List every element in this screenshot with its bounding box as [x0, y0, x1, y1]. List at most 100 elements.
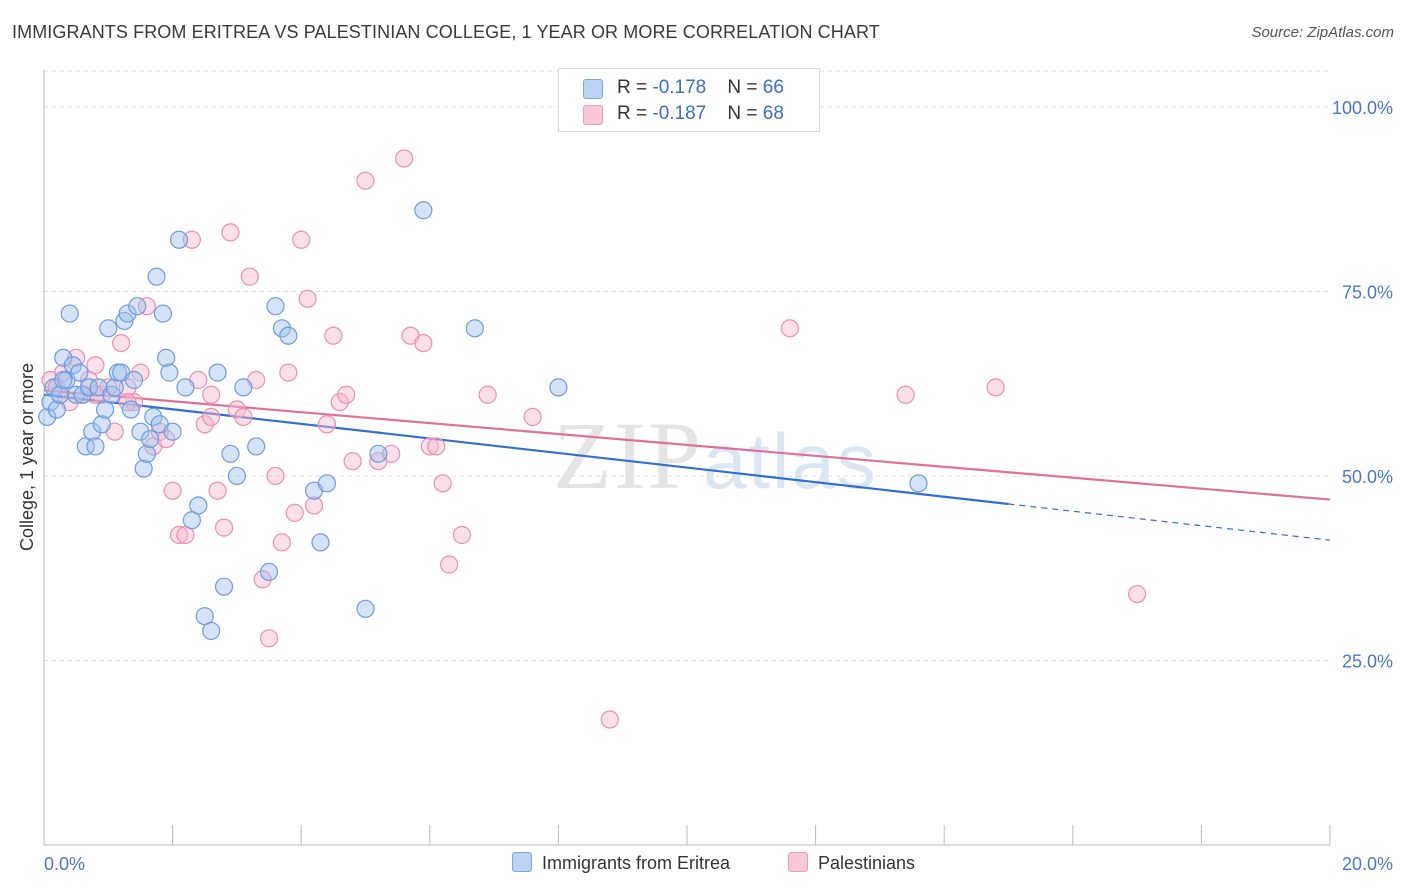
- legend-n-label: N =: [727, 103, 763, 124]
- legend-n-value: 66: [762, 77, 784, 98]
- bottom-legend-swatch-palestinians: [788, 852, 808, 872]
- point-palestinians: [169, 525, 189, 545]
- x-tick-label: 20.0%: [1342, 854, 1393, 874]
- point-eritrea: [41, 393, 60, 412]
- point-eritrea: [118, 304, 137, 323]
- point-eritrea: [176, 378, 195, 397]
- point-palestinians: [433, 474, 452, 493]
- point-palestinians: [304, 496, 324, 515]
- x-tick-label: 0.0%: [44, 854, 85, 874]
- point-eritrea: [147, 267, 166, 286]
- point-palestinians: [298, 289, 317, 308]
- point-palestinians: [382, 444, 401, 463]
- point-palestinians: [452, 525, 472, 545]
- point-eritrea: [140, 429, 160, 449]
- trend-line-eritrea: [43, 393, 1009, 506]
- point-palestinians: [600, 710, 619, 729]
- point-eritrea: [163, 422, 182, 441]
- point-palestinians: [272, 533, 292, 552]
- point-eritrea: [83, 422, 102, 441]
- trend-line-palestinians: [43, 389, 1331, 501]
- axis-labels: 25.0% 50.0% 75.0% 100.0% 0.0% 20.0% College, 1…: [17, 98, 1393, 874]
- y-tick-label: 75.0%: [1342, 282, 1393, 302]
- point-eritrea: [259, 562, 279, 582]
- point-palestinians: [285, 503, 304, 522]
- point-palestinians: [234, 407, 253, 427]
- point-palestinians: [343, 452, 362, 471]
- point-eritrea: [70, 363, 89, 382]
- point-palestinians: [214, 518, 234, 537]
- point-palestinians: [259, 629, 279, 648]
- point-eritrea: [124, 370, 144, 390]
- point-palestinians: [439, 555, 459, 574]
- legend-n-value: 68: [762, 103, 784, 124]
- point-eritrea: [189, 496, 208, 515]
- point-palestinians: [394, 149, 414, 168]
- y-axis-title: College, 1 year or more: [17, 363, 37, 551]
- point-palestinians: [414, 333, 433, 353]
- legend-r-label: R =: [617, 103, 653, 124]
- watermark-atlas: atlas: [703, 417, 878, 505]
- point-palestinians: [986, 378, 1005, 397]
- point-eritrea: [131, 422, 150, 441]
- point-eritrea: [272, 319, 292, 338]
- point-palestinians: [137, 297, 156, 316]
- point-eritrea: [465, 319, 484, 338]
- point-eritrea: [369, 444, 388, 463]
- point-eritrea: [157, 348, 176, 367]
- point-palestinians: [330, 393, 349, 412]
- bottom-legend-palestinians: Palestinians: [788, 852, 915, 874]
- point-eritrea: [121, 400, 140, 419]
- point-eritrea: [134, 459, 153, 478]
- point-eritrea: [234, 378, 253, 397]
- trend-line-eritrea-extension: [1008, 503, 1331, 541]
- bottom-legend-eritrea: Immigrants from Eritrea: [512, 852, 730, 874]
- point-eritrea: [38, 407, 57, 427]
- axes: [43, 70, 1331, 846]
- y-tick-label: 100.0%: [1332, 98, 1393, 118]
- point-eritrea: [60, 304, 79, 323]
- point-palestinians: [182, 230, 201, 249]
- point-palestinians: [780, 319, 799, 338]
- point-palestinians: [163, 481, 182, 500]
- point-eritrea: [202, 621, 221, 641]
- point-palestinians: [292, 230, 311, 249]
- point-eritrea: [549, 378, 568, 397]
- point-eritrea: [247, 437, 266, 456]
- point-palestinians: [896, 385, 915, 404]
- point-eritrea: [208, 363, 227, 382]
- point-palestinians: [420, 437, 439, 456]
- point-eritrea: [414, 201, 433, 220]
- trend-lines: [43, 389, 1331, 541]
- point-eritrea: [153, 304, 173, 323]
- source-credit: Source: ZipAtlas.com: [1251, 24, 1394, 41]
- point-eritrea: [317, 474, 337, 493]
- point-eritrea: [144, 407, 163, 427]
- point-palestinians: [427, 437, 446, 456]
- point-palestinians: [266, 466, 285, 486]
- point-eritrea: [311, 533, 330, 552]
- point-palestinians: [208, 481, 227, 500]
- point-eritrea: [54, 348, 73, 367]
- legend-r-value: -0.187: [652, 103, 707, 124]
- point-eritrea: [227, 466, 246, 486]
- point-palestinians: [195, 415, 214, 434]
- point-palestinians: [337, 385, 356, 404]
- point-palestinians: [1127, 584, 1147, 604]
- point-eritrea: [160, 363, 179, 382]
- legend-n-label: N =: [727, 77, 763, 98]
- data-points: [38, 149, 1147, 729]
- point-eritrea: [86, 437, 105, 456]
- legend-swatch-eritrea: [583, 79, 603, 99]
- point-palestinians: [279, 363, 298, 382]
- point-eritrea: [909, 474, 928, 493]
- bottom-legend-label-eritrea: Immigrants from Eritrea: [542, 853, 731, 873]
- point-eritrea: [99, 319, 118, 338]
- point-eritrea: [169, 230, 189, 249]
- point-eritrea: [356, 599, 375, 618]
- point-eritrea: [266, 297, 285, 316]
- point-palestinians: [317, 415, 337, 434]
- chart-title: IMMIGRANTS FROM ERITREA VS PALESTINIAN C…: [12, 22, 880, 42]
- point-palestinians: [253, 570, 272, 589]
- point-eritrea: [73, 385, 92, 404]
